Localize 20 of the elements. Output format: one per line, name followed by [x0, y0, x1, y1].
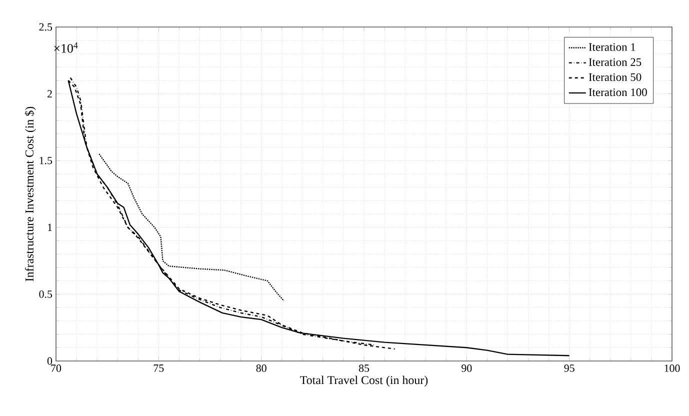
y-axis-title: Infrastructure Investment Cost (in $) [24, 106, 36, 282]
x-tick-label: 100 [664, 364, 680, 372]
x-tick-label: 80 [256, 364, 266, 372]
annotation: ×10$^{4}$ [54, 42, 78, 53]
y-tick-label: 2.5 [39, 23, 52, 31]
legend-label: Iteration 50 [588, 73, 642, 82]
y-tick-label: 0.5 [39, 290, 52, 298]
legend-label: Iteration 1 [588, 43, 636, 51]
x-axis-title: Total Travel Cost (in hour) [300, 376, 428, 387]
x-tick-label: 70 [51, 364, 62, 372]
y-tick-label: 2 [47, 90, 52, 98]
legend-label: Iteration 100 [588, 88, 647, 96]
legend-label: Iteration 25 [588, 58, 642, 66]
y-tick-label: 1.5 [40, 156, 52, 164]
y-tick-label: 0 [47, 357, 52, 365]
x-tick-label: 90 [462, 364, 472, 372]
y-tick-label: 1 [48, 224, 52, 232]
x-tick-label: 85 [358, 364, 370, 372]
x-tick-label: 95 [564, 364, 574, 372]
x-tick-label: 75 [154, 364, 164, 372]
